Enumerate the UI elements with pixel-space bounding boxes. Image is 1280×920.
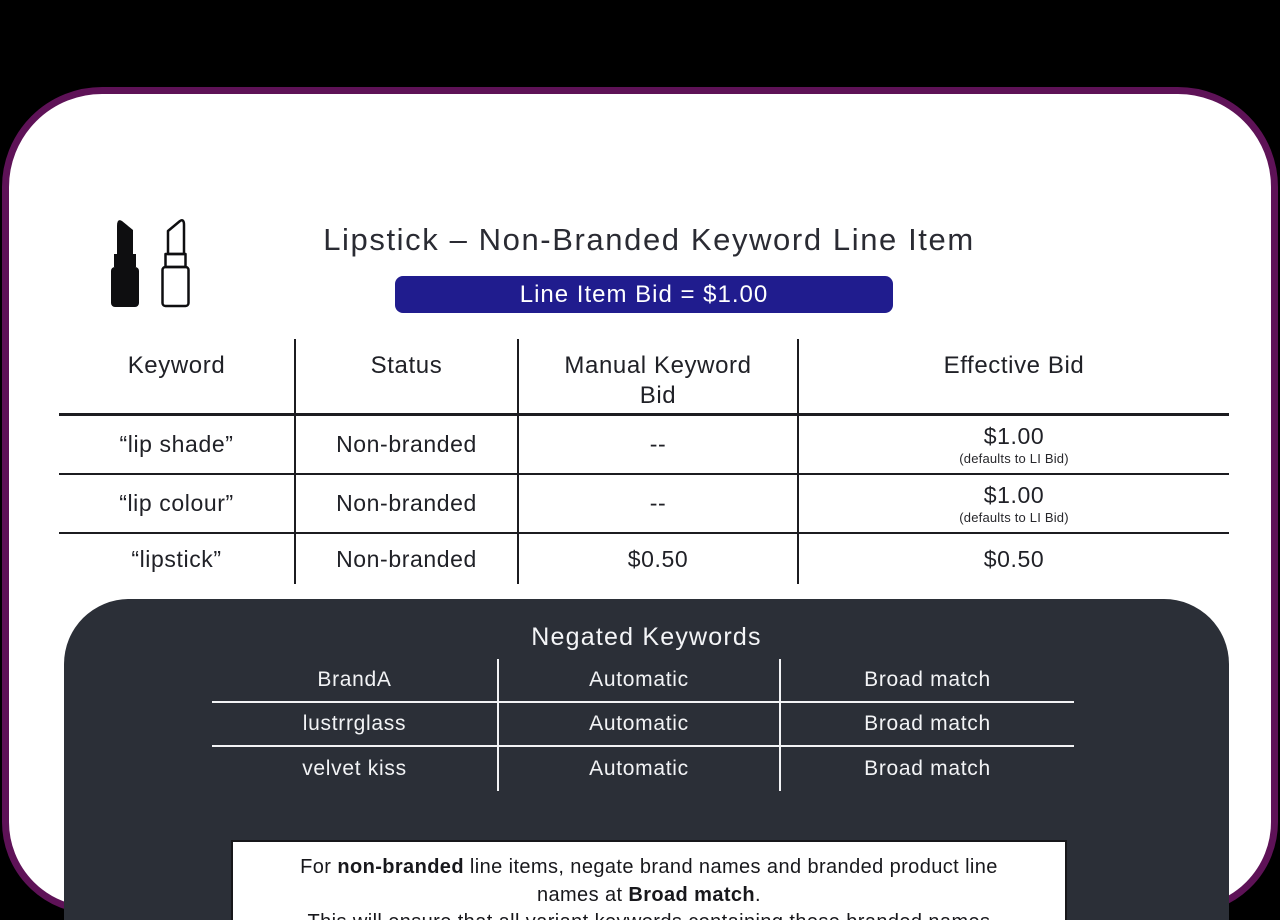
negated-keywords-table: BrandA Automatic Broad match lustrrglass Aut… xyxy=(212,659,1074,791)
effective-bid-value: $1.00 xyxy=(983,423,1045,449)
negated-keyword-cell: lustrrglass xyxy=(212,703,499,747)
column-header-manual-bid: Manual Keyword Bid xyxy=(519,339,799,416)
page-title: Lipstick – Non-Branded Keyword Line Item xyxy=(323,222,975,257)
status-cell: Non-branded xyxy=(296,534,519,584)
negated-keyword-cell: BrandA xyxy=(212,659,499,703)
negated-keywords-panel: Negated Keywords BrandA Automatic Broad ma… xyxy=(64,599,1229,920)
effective-bid-value: $1.00 xyxy=(983,482,1045,508)
note-box: For non-branded line items, negate brand… xyxy=(231,840,1067,920)
lipstick-outline-icon xyxy=(155,212,195,312)
negated-keywords-title: Negated Keywords xyxy=(531,623,762,651)
negated-keyword-cell: Broad match xyxy=(781,659,1074,703)
lipstick-icons xyxy=(105,212,195,312)
manual-bid-cell: $0.50 xyxy=(519,534,799,584)
status-cell: Non-branded xyxy=(296,416,519,475)
keyword-cell: “lip colour” xyxy=(59,475,296,534)
effective-bid-cell: $1.00 (defaults to LI Bid) xyxy=(799,475,1229,534)
status-cell: Non-branded xyxy=(296,475,519,534)
effective-bid-cell: $0.50 xyxy=(799,534,1229,584)
negated-keyword-cell: Broad match xyxy=(864,757,991,780)
negated-keyword-cell: Automatic xyxy=(499,747,781,791)
negated-keyword-cell: Automatic xyxy=(499,703,781,747)
line-item-bid-banner: Line Item Bid = $1.00 xyxy=(395,276,893,313)
keyword-cell: “lip shade” xyxy=(59,416,296,475)
column-header-keyword: Keyword xyxy=(59,339,296,416)
effective-bid-note: (defaults to LI Bid) xyxy=(959,451,1069,466)
manual-bid-cell: -- xyxy=(519,416,799,475)
negated-keyword-cell: Broad match xyxy=(781,703,1074,747)
keyword-table: Keyword Status Manual Keyword Bid Effect… xyxy=(59,339,1229,584)
effective-bid-cell: $1.00 (defaults to LI Bid) xyxy=(799,416,1229,475)
column-header-status: Status xyxy=(296,339,519,416)
column-header-effective-bid: Effective Bid xyxy=(799,339,1229,416)
negated-keyword-cell: velvet kiss xyxy=(212,747,499,791)
effective-bid-note: (defaults to LI Bid) xyxy=(959,510,1069,525)
keyword-cell: “lipstick” xyxy=(59,534,296,584)
note-text: For non-branded line items, negate brand… xyxy=(300,856,998,920)
line-item-bid-label: Line Item Bid = $1.00 xyxy=(519,280,769,308)
manual-bid-cell: -- xyxy=(519,475,799,534)
lipstick-filled-icon xyxy=(105,212,145,312)
negated-keyword-cell: Automatic xyxy=(499,659,781,703)
slide-card: Lipstick – Non-Branded Keyword Line Item… xyxy=(2,87,1278,920)
effective-bid-value: $0.50 xyxy=(983,545,1045,572)
